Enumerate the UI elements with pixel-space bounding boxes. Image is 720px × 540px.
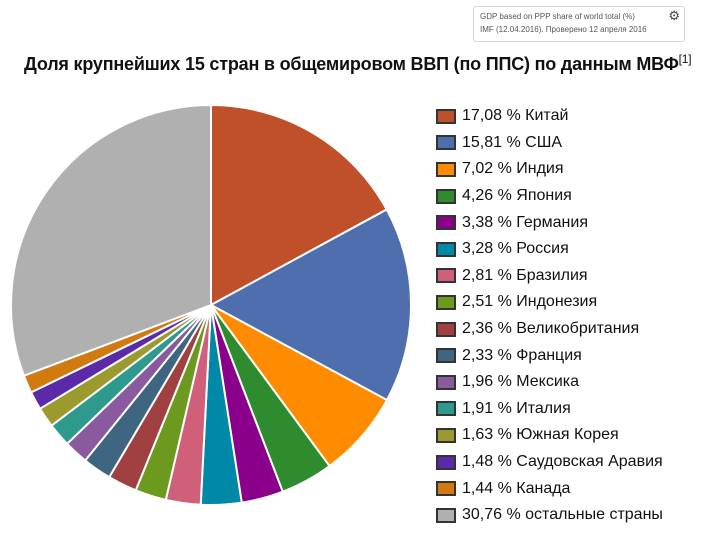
legend-item-12: 1,63 % Южная Корея	[436, 422, 663, 449]
legend-item-9: 2,33 % Франция	[436, 342, 663, 369]
pie-slices	[10, 103, 412, 506]
legend-item-8: 2,36 % Великобритания	[436, 316, 663, 343]
legend-swatch	[436, 268, 456, 284]
chart-title-text: Доля крупнейших 15 стран в общемировом В…	[24, 54, 679, 74]
legend-swatch	[436, 427, 456, 443]
legend-label: 4,26 % Япония	[462, 187, 572, 205]
pie-slice-15	[10, 103, 212, 378]
gear-icon[interactable]: ⚙	[668, 8, 680, 23]
legend-item-1: 15,81 % США	[436, 130, 663, 157]
legend-item-11: 1,91 % Италия	[436, 396, 663, 423]
legend-swatch	[436, 241, 456, 257]
pie-slice-1	[208, 208, 412, 402]
source-tooltip: GDP based on PPP share of world total (%…	[473, 6, 685, 42]
title-reference[interactable]: [1]	[678, 52, 692, 66]
legend-swatch	[436, 108, 456, 124]
legend-item-6: 2,81 % Бразилия	[436, 263, 663, 290]
legend-swatch	[436, 348, 456, 364]
legend-swatch	[436, 135, 456, 151]
legend-label: 1,91 % Италия	[462, 399, 571, 417]
legend-label: 3,38 % Германия	[462, 213, 588, 231]
legend-item-7: 2,51 % Индонезия	[436, 289, 663, 316]
legend-label: 1,96 % Мексика	[462, 373, 580, 391]
legend-swatch	[436, 507, 456, 523]
legend-label: 1,44 % Канада	[462, 479, 571, 497]
legend-label: 17,08 % Китай	[462, 107, 569, 125]
legend-label: 30,76 % остальные страны	[462, 506, 663, 524]
legend-item-13: 1,48 % Саудовская Аравия	[436, 449, 663, 476]
legend-label: 2,36 % Великобритания	[462, 320, 640, 338]
legend-swatch	[436, 294, 456, 310]
legend-item-5: 3,28 % Россия	[436, 236, 663, 263]
chart-title: Доля крупнейших 15 стран в общемировом В…	[24, 52, 692, 75]
source-line-2: IMF (12.04.2016). Проверено 12 апреля 20…	[480, 25, 647, 34]
legend-item-15: 30,76 % остальные страны	[436, 502, 663, 529]
legend-label: 2,51 % Индонезия	[462, 293, 598, 311]
legend-swatch	[436, 454, 456, 470]
legend-item-10: 1,96 % Мексика	[436, 369, 663, 396]
legend-item-3: 4,26 % Япония	[436, 183, 663, 210]
legend-item-14: 1,44 % Канада	[436, 475, 663, 502]
legend-swatch	[436, 321, 456, 337]
legend-label: 1,63 % Южная Корея	[462, 426, 619, 444]
legend-label: 2,81 % Бразилия	[462, 266, 588, 284]
legend-label: 3,28 % Россия	[462, 240, 569, 258]
legend-swatch	[436, 188, 456, 204]
legend-swatch	[436, 215, 456, 231]
pie-slice-0	[210, 103, 389, 307]
legend-label: 1,48 % Саудовская Аравия	[462, 453, 663, 471]
legend-label: 2,33 % Франция	[462, 346, 582, 364]
legend-swatch	[436, 401, 456, 417]
legend-swatch	[436, 374, 456, 390]
legend-item-4: 3,38 % Германия	[436, 209, 663, 236]
legend-swatch	[436, 161, 456, 177]
legend-label: 7,02 % Индия	[462, 160, 564, 178]
legend-label: 15,81 % США	[462, 133, 563, 151]
legend-swatch	[436, 481, 456, 497]
legend-item-2: 7,02 % Индия	[436, 156, 663, 183]
legend-item-0: 17,08 % Китай	[436, 103, 663, 130]
chart-legend: 17,08 % Китай 15,81 % США 7,02 % Индия 4,26…	[436, 103, 663, 529]
source-line-1: GDP based on PPP share of world total (%…	[480, 12, 635, 21]
